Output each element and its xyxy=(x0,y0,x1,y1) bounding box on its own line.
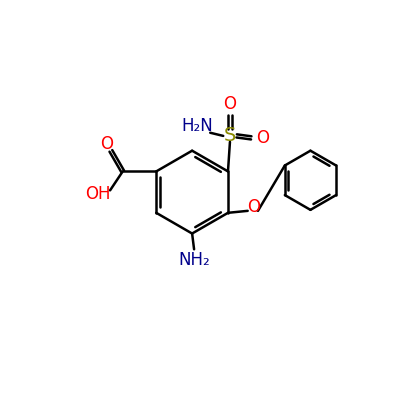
Text: O: O xyxy=(247,198,260,216)
Text: O: O xyxy=(256,129,269,147)
Text: S: S xyxy=(224,126,236,146)
Text: NH₂: NH₂ xyxy=(178,251,210,269)
Text: H₂N: H₂N xyxy=(181,117,213,135)
Text: O: O xyxy=(224,95,236,113)
Text: O: O xyxy=(100,135,114,153)
Text: OH: OH xyxy=(85,185,110,203)
